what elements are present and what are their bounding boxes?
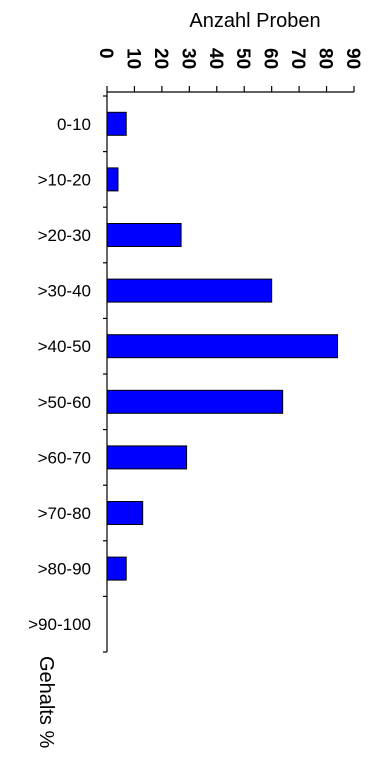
y-axis-ticks	[103, 95, 107, 653]
bars	[106, 111, 339, 581]
category-label: >10-20	[38, 170, 91, 189]
x-tick-label: 40	[205, 48, 226, 69]
y-axis-title: Gehalts %	[35, 656, 57, 748]
x-tick-label: 0	[95, 48, 116, 59]
category-label: >90-100	[28, 615, 91, 634]
bar	[106, 111, 127, 136]
category-label: >20-30	[38, 226, 91, 245]
category-label: >80-90	[38, 560, 91, 579]
bar	[106, 167, 119, 192]
x-axis-ticks: 0 10 20 30 40 50 60 70 80 90	[95, 48, 363, 92]
x-tick-label: 80	[315, 48, 336, 69]
bar	[106, 556, 127, 581]
x-tick-label: 20	[150, 48, 171, 69]
x-tick-label: 50	[232, 48, 253, 69]
category-label: >60-70	[38, 448, 91, 467]
x-tick-label: 30	[177, 48, 198, 69]
category-label: >50-60	[38, 393, 91, 412]
category-label: 0-10	[57, 115, 91, 134]
category-label: >40-50	[38, 337, 91, 356]
x-tick-label: 60	[260, 48, 281, 69]
x-tick-label: 70	[287, 48, 308, 69]
bar	[106, 501, 144, 525]
bar	[106, 223, 182, 247]
bar	[106, 278, 273, 303]
category-label: >30-40	[38, 282, 91, 301]
category-label: >70-80	[38, 504, 91, 523]
x-tick-label: 90	[342, 48, 363, 69]
bar	[106, 334, 339, 359]
bar	[106, 389, 284, 414]
x-tick-label: 10	[122, 48, 143, 69]
bar	[106, 445, 188, 470]
x-axis-title: Anzahl Proben	[189, 10, 320, 32]
category-labels: 0-10 >10-20 >20-30 >30-40 >40-50 >50-60 >60-70…	[28, 115, 91, 634]
